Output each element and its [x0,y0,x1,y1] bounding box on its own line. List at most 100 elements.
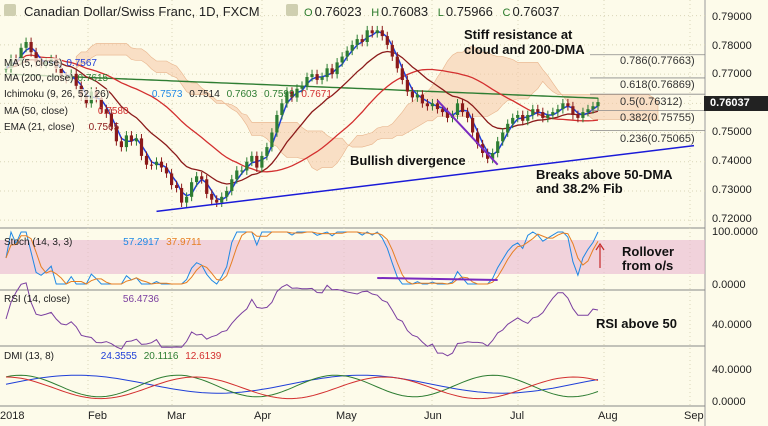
y-tick-8: 0.72000 [712,213,752,225]
candle-body [34,52,38,63]
candle-body [235,170,239,180]
candle-body [195,176,199,183]
candle-body [300,85,304,89]
divergence-annotation: Bullish divergence [350,153,466,168]
candle-body [280,103,284,115]
x-tick-jul: Jul [510,410,525,422]
x-tick-may: May [336,410,357,422]
legend-ema21[interactable]: EMA (21, close) 0.7565 [4,122,120,133]
candle-body [74,73,78,86]
candle-body [576,115,580,118]
candle-body [385,36,389,45]
candle-body [265,147,269,156]
breakout-annotation: Breaks above 50-DMA and 38.2% Fib [536,167,673,196]
candle-body [506,123,510,133]
candle-body [225,190,229,197]
y-tick-6: 0.74000 [712,155,752,167]
candle-body [29,42,33,53]
stoch-legend[interactable]: Stoch (14, 3, 3) 57.2917 37.9711 [4,237,202,248]
candle-body [119,141,123,148]
dmi-plus-line [5,374,599,398]
candle-body [335,62,339,75]
trendline [156,144,695,213]
settings-icon[interactable] [286,4,298,16]
candle-body [546,115,550,118]
candle-body [210,193,214,200]
candle-body [230,179,234,191]
symbol-title: Canadian Dollar/Swiss Franc, 1D, FXCM [24,4,260,19]
legend-ichimoku[interactable]: Ichimoku (9, 26, 52, 26) 0.7573 0.7514 0… [4,89,332,100]
candle-body [596,102,600,107]
legend-ma5[interactable]: MA (5, close) 0.7567 [4,58,97,69]
candle-body [240,170,244,172]
candle-body [250,155,254,162]
candle-body [270,132,274,148]
rsi-legend[interactable]: RSI (14, close) 56.4736 [4,294,160,305]
candle-body [285,91,289,104]
candle-body [134,138,138,142]
candle-body [260,155,264,168]
candle-body [395,56,399,69]
candle-body [370,30,374,34]
y-tick-7: 0.73000 [712,184,752,196]
candle-body [154,161,159,166]
candle-body [511,117,515,124]
candle-body [164,167,169,174]
candle-body [320,77,324,80]
candle-body [541,112,545,118]
candle-body [586,109,590,113]
legend-ma50[interactable]: MA (50, close) 0.7580 [4,106,129,117]
x-tick-feb: Feb [88,410,107,422]
candle-body [305,77,309,86]
ema21-line [5,50,599,185]
fib-500-label: 0.5(0.76312) [620,96,683,108]
candle-body [190,182,194,197]
candle-body [466,112,470,118]
candle-body [496,141,500,153]
candle-body [591,106,595,110]
candle-body [380,30,384,37]
y-tick-2: 0.78000 [712,40,752,52]
candle-body [516,115,520,118]
candle-body [561,103,565,110]
resistance-annotation: Stiff resistance at cloud and 200-DMA [464,27,585,57]
collapse-icon[interactable] [4,4,16,16]
candle-body [390,44,394,57]
candle-body [365,30,369,42]
candle-body [425,103,429,107]
candle-body [460,103,465,113]
candle-body [571,106,575,115]
candle-body [104,109,108,114]
rsi-line [5,282,599,357]
candle-body [114,126,118,142]
candle-body [59,68,63,78]
candle-body [99,98,103,110]
last-price-badge: 0.76037 [704,96,768,111]
stoch-k-line [5,230,599,285]
candle-body [581,112,585,118]
ichimoku-cloud [75,43,659,171]
candle-body [405,79,409,92]
candle-body [255,155,259,168]
y-tick-5: 0.75000 [712,126,752,138]
candle-body [445,112,450,118]
candle-body [139,138,144,156]
legend-ma200[interactable]: MA (200, close) 0.7615 [4,73,109,84]
rollover-annotation: Rollover from o/s [622,244,675,273]
candle-body [486,153,490,159]
candle-body [24,42,28,48]
candle-body [521,115,525,121]
candle-body [330,68,334,75]
candle-body [360,39,364,42]
candle-body [220,196,224,203]
candle-body [340,56,344,63]
stoch-band [0,240,705,274]
candle-body [410,91,414,98]
dmi-legend[interactable]: DMI (13, 8) 24.3555 20.1116 12.6139 [4,351,222,362]
rsi-annotation: RSI above 50 [596,316,677,331]
x-tick-aug: Aug [598,410,618,422]
fib-618-label: 0.618(0.76869) [620,79,695,91]
x-tick-mar: Mar [167,410,186,422]
x-tick-sep: Sep [684,410,704,422]
